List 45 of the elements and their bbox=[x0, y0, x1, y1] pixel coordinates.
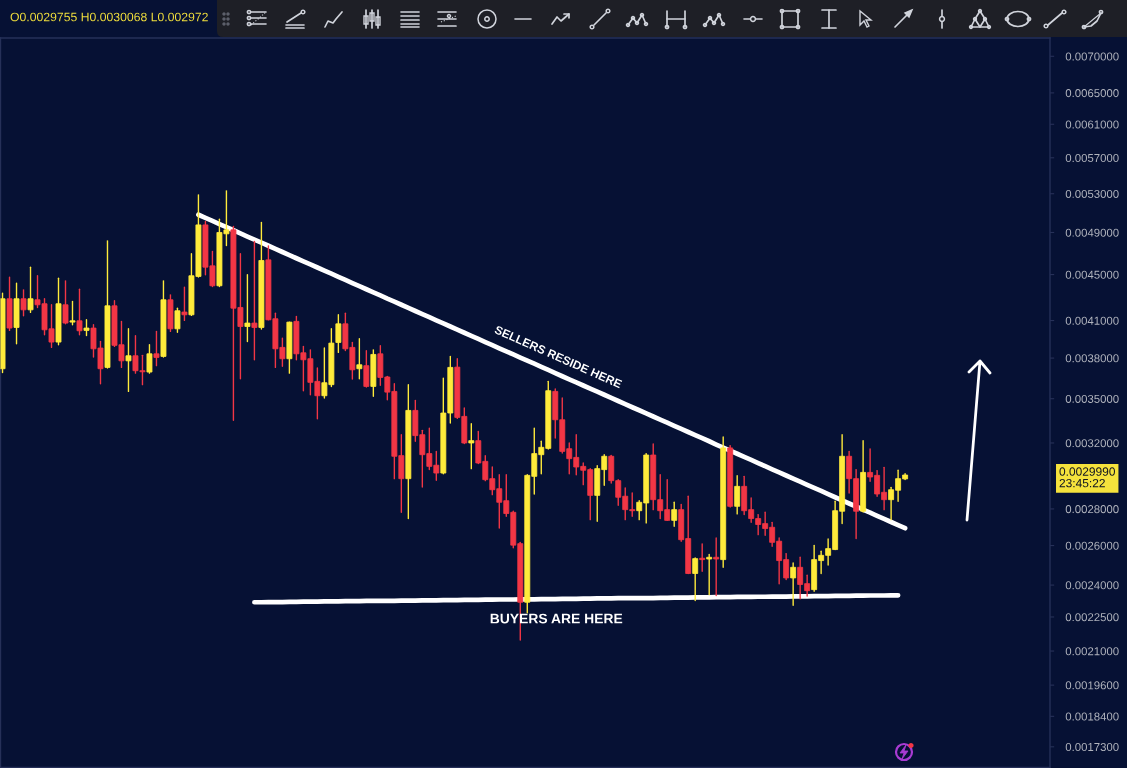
candlestick bbox=[244, 274, 251, 343]
candlestick bbox=[671, 501, 678, 528]
candlestick bbox=[706, 553, 713, 596]
y-tick-label: 0.0024000 bbox=[1065, 581, 1119, 590]
y-tick-label: 0.0061000 bbox=[1065, 120, 1119, 129]
candlestick bbox=[146, 344, 153, 374]
candlestick bbox=[713, 537, 720, 597]
y-tick-label: 0.0022500 bbox=[1065, 613, 1119, 622]
candlestick bbox=[251, 240, 258, 361]
y-tick-label: 0.0038000 bbox=[1065, 354, 1119, 363]
candlestick bbox=[125, 328, 132, 393]
y-tick-label: 0.0026000 bbox=[1065, 541, 1119, 550]
candlestick bbox=[692, 557, 699, 602]
candlestick bbox=[20, 289, 27, 317]
y-tick-label: 0.0065000 bbox=[1065, 89, 1119, 98]
y-tick-label: 0.0053000 bbox=[1065, 189, 1119, 198]
candlestick bbox=[699, 543, 706, 572]
candlestick bbox=[76, 288, 83, 336]
candlestick bbox=[174, 307, 181, 334]
line-series bbox=[196, 212, 908, 531]
candlestick bbox=[363, 350, 370, 388]
candlestick bbox=[27, 266, 34, 314]
candlestick bbox=[62, 280, 69, 325]
y-tick-label: 0.0017300 bbox=[1065, 742, 1119, 752]
text: 0.0029990 23:45:22 bbox=[1059, 467, 1115, 488]
y-tick-label: 0.0021000 bbox=[1065, 647, 1119, 656]
y-tick-label: 0.0041000 bbox=[1065, 316, 1119, 325]
y-tick-label: 0.0018400 bbox=[1065, 712, 1119, 721]
y-tick-label: 0.0057000 bbox=[1065, 153, 1119, 163]
line-series bbox=[252, 592, 901, 605]
y-tick-label: 0.0049000 bbox=[1065, 228, 1119, 237]
candlestick bbox=[734, 474, 741, 515]
chart-title: O0.0029755 H0.0030068 L0.002972 bbox=[10, 12, 208, 22]
candlestick bbox=[181, 286, 188, 322]
candlestick bbox=[356, 338, 363, 380]
candlestick bbox=[468, 423, 475, 470]
y-tick-label: 0.0028000 bbox=[1065, 505, 1119, 514]
y-tick-label: 0.0019600 bbox=[1065, 681, 1119, 690]
y-tick-label: 0.0032000 bbox=[1065, 439, 1119, 448]
y-tick-label: 0.0045000 bbox=[1065, 270, 1119, 279]
y-tick-label: 0.0070000 bbox=[1065, 52, 1119, 61]
candlestick bbox=[69, 300, 76, 326]
candlestick bbox=[153, 330, 160, 367]
y-tick-label: 0.0035000 bbox=[1065, 394, 1119, 403]
candlestick bbox=[790, 562, 797, 606]
